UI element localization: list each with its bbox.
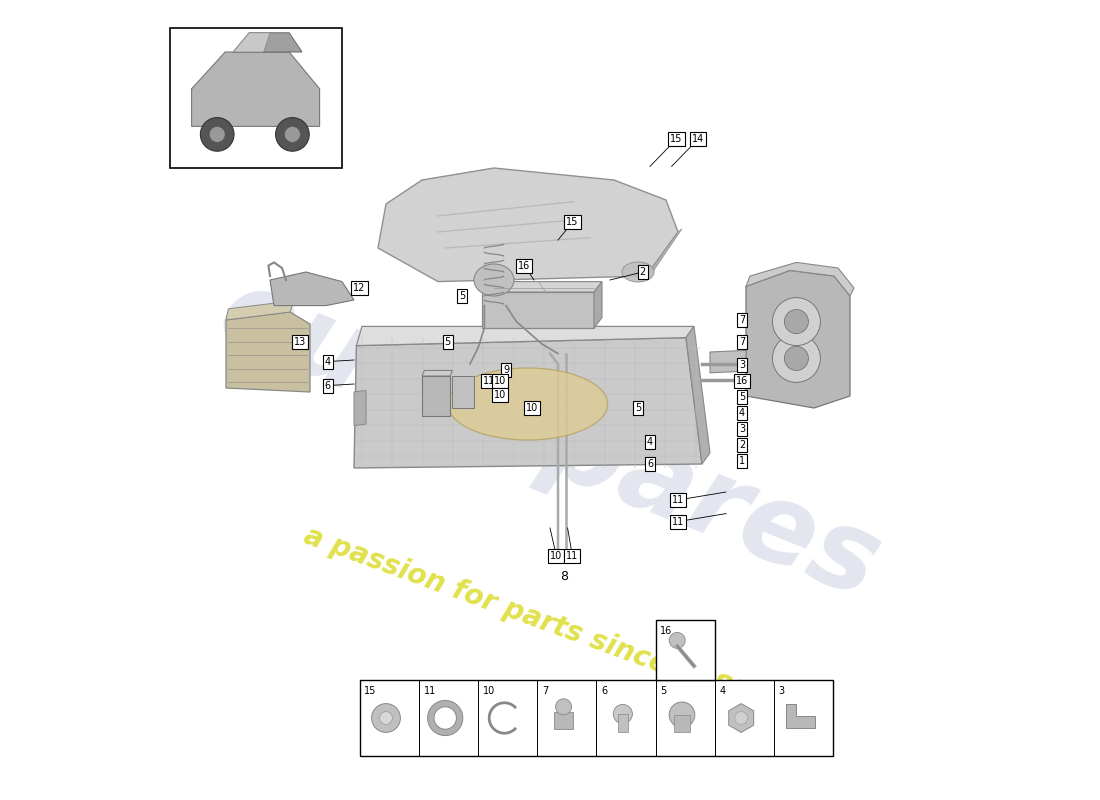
- Circle shape: [285, 126, 300, 142]
- Text: 2: 2: [739, 440, 745, 450]
- Polygon shape: [233, 33, 302, 52]
- Polygon shape: [226, 312, 310, 392]
- Text: 16: 16: [518, 261, 530, 270]
- Text: 1: 1: [739, 456, 745, 466]
- Polygon shape: [594, 282, 602, 328]
- Text: 3: 3: [739, 424, 745, 434]
- Text: 11: 11: [672, 495, 684, 505]
- Text: 7: 7: [739, 338, 745, 347]
- Circle shape: [784, 310, 808, 334]
- Bar: [656, 620, 715, 680]
- Text: a passion for parts since 1985: a passion for parts since 1985: [299, 522, 752, 710]
- Text: 15: 15: [670, 134, 683, 144]
- Text: 5: 5: [660, 686, 667, 696]
- Text: 3: 3: [779, 686, 785, 696]
- Text: 10: 10: [483, 686, 495, 696]
- Text: 10: 10: [526, 403, 539, 413]
- Polygon shape: [746, 262, 854, 296]
- Text: 11: 11: [672, 517, 684, 526]
- Circle shape: [772, 334, 821, 382]
- Polygon shape: [233, 33, 270, 52]
- Text: 4: 4: [739, 408, 745, 418]
- Circle shape: [200, 118, 234, 151]
- Circle shape: [784, 346, 808, 370]
- Circle shape: [209, 126, 226, 142]
- Text: 11: 11: [424, 686, 436, 696]
- Polygon shape: [728, 704, 754, 733]
- Polygon shape: [378, 168, 678, 282]
- Polygon shape: [356, 326, 694, 346]
- Polygon shape: [354, 338, 702, 468]
- Circle shape: [372, 704, 400, 733]
- Text: 8: 8: [560, 570, 569, 582]
- Text: 13: 13: [295, 338, 307, 347]
- Text: 9: 9: [503, 365, 509, 374]
- Polygon shape: [226, 301, 294, 320]
- Text: 14: 14: [692, 134, 704, 144]
- Polygon shape: [554, 712, 573, 730]
- Polygon shape: [270, 272, 354, 306]
- Polygon shape: [686, 326, 710, 464]
- Text: 11: 11: [566, 551, 579, 561]
- Text: 16: 16: [736, 376, 748, 386]
- Circle shape: [669, 702, 695, 728]
- Polygon shape: [482, 282, 602, 292]
- Text: 4: 4: [324, 357, 331, 366]
- Text: eurospares: eurospares: [205, 259, 895, 621]
- Polygon shape: [354, 390, 366, 426]
- Circle shape: [276, 118, 309, 151]
- Circle shape: [556, 699, 572, 715]
- Circle shape: [613, 704, 632, 723]
- Text: 4: 4: [719, 686, 726, 696]
- Bar: [360, 680, 833, 756]
- Bar: [170, 28, 342, 168]
- Polygon shape: [452, 376, 474, 408]
- Polygon shape: [422, 370, 452, 376]
- Polygon shape: [482, 292, 594, 328]
- Text: 10: 10: [550, 551, 562, 561]
- Ellipse shape: [448, 368, 607, 440]
- Text: 10: 10: [494, 390, 506, 400]
- Text: 15: 15: [566, 218, 579, 227]
- Circle shape: [669, 632, 685, 648]
- Text: 7: 7: [542, 686, 548, 696]
- Text: 15: 15: [364, 686, 377, 696]
- Text: 6: 6: [647, 459, 653, 469]
- Text: 11: 11: [483, 376, 495, 386]
- Circle shape: [772, 298, 821, 346]
- Polygon shape: [422, 376, 450, 416]
- Text: 12: 12: [353, 283, 366, 293]
- Text: 5: 5: [635, 403, 641, 413]
- Text: 6: 6: [324, 381, 331, 390]
- Text: 4: 4: [647, 437, 653, 446]
- Circle shape: [735, 712, 748, 725]
- Polygon shape: [646, 229, 682, 276]
- Circle shape: [379, 712, 393, 725]
- Ellipse shape: [474, 264, 514, 296]
- Text: 10: 10: [494, 376, 506, 386]
- Ellipse shape: [621, 262, 654, 282]
- Polygon shape: [746, 270, 850, 408]
- Polygon shape: [674, 715, 690, 733]
- Polygon shape: [191, 52, 320, 126]
- Polygon shape: [618, 714, 628, 733]
- Text: 7: 7: [739, 315, 745, 325]
- Polygon shape: [710, 350, 746, 373]
- Text: 5: 5: [459, 291, 465, 301]
- Text: 3: 3: [739, 360, 745, 370]
- Text: 6: 6: [602, 686, 607, 696]
- Polygon shape: [786, 704, 815, 728]
- Text: 5: 5: [739, 392, 745, 402]
- Text: 2: 2: [640, 267, 646, 277]
- Text: 16: 16: [660, 626, 673, 637]
- Text: 5: 5: [444, 338, 451, 347]
